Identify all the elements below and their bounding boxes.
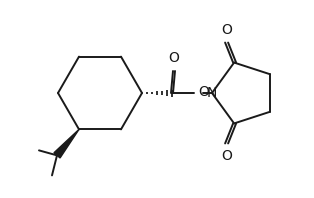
Text: O: O bbox=[221, 149, 232, 163]
Text: N: N bbox=[207, 86, 217, 100]
Text: O: O bbox=[198, 85, 209, 99]
Text: O: O bbox=[169, 51, 179, 65]
Polygon shape bbox=[54, 129, 79, 158]
Text: O: O bbox=[221, 23, 232, 37]
